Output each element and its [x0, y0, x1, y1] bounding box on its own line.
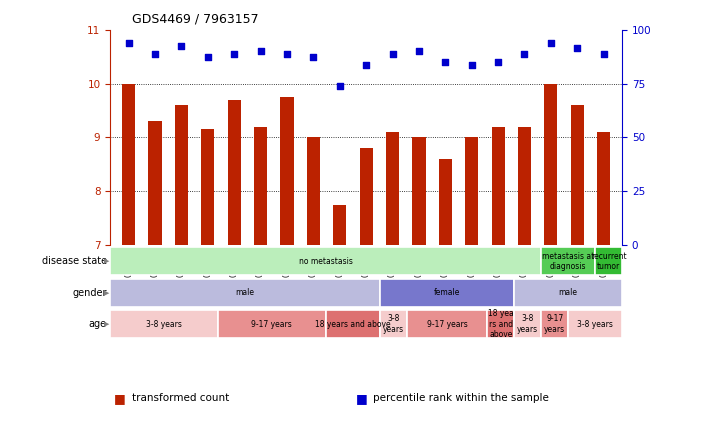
Bar: [110, 247, 541, 275]
Point: [598, 50, 609, 57]
Bar: [465, 137, 479, 245]
Bar: [571, 105, 584, 245]
Text: ■: ■: [356, 392, 368, 405]
Text: recurrent
tumor: recurrent tumor: [591, 252, 626, 271]
Text: 9-17
years: 9-17 years: [544, 314, 565, 334]
Text: ▶: ▶: [104, 258, 109, 264]
Bar: [380, 279, 514, 307]
Text: 18 yea
rs and
above: 18 yea rs and above: [488, 309, 514, 339]
Bar: [514, 310, 541, 338]
Bar: [254, 127, 267, 245]
Bar: [218, 310, 326, 338]
Text: transformed count: transformed count: [132, 393, 229, 404]
Bar: [518, 127, 531, 245]
Bar: [541, 247, 595, 275]
Text: ■: ■: [114, 392, 126, 405]
Bar: [386, 132, 399, 245]
Point: [202, 53, 213, 60]
Text: 18 years and above: 18 years and above: [315, 319, 390, 329]
Bar: [201, 129, 215, 245]
Point: [413, 48, 424, 55]
Point: [334, 83, 346, 90]
Bar: [568, 310, 622, 338]
Text: disease state: disease state: [41, 256, 107, 266]
Bar: [488, 310, 514, 338]
Bar: [175, 105, 188, 245]
Point: [308, 53, 319, 60]
Bar: [514, 279, 622, 307]
Bar: [360, 148, 373, 245]
Bar: [228, 100, 241, 245]
Text: male: male: [235, 288, 255, 297]
Point: [123, 40, 134, 47]
Text: GDS4469 / 7963157: GDS4469 / 7963157: [132, 12, 258, 25]
Bar: [491, 127, 505, 245]
Point: [282, 50, 293, 57]
Point: [493, 58, 504, 65]
Point: [439, 58, 451, 65]
Bar: [595, 247, 622, 275]
Text: no metastasis: no metastasis: [299, 257, 353, 266]
Text: 3-8
years: 3-8 years: [383, 314, 404, 334]
Point: [176, 42, 187, 49]
Point: [387, 50, 398, 57]
Point: [519, 50, 530, 57]
Point: [228, 50, 240, 57]
Point: [466, 61, 477, 68]
Text: gender: gender: [72, 288, 107, 298]
Bar: [149, 121, 161, 245]
Point: [360, 61, 372, 68]
Text: 3-8 years: 3-8 years: [146, 319, 182, 329]
Bar: [439, 159, 452, 245]
Text: 9-17 years: 9-17 years: [252, 319, 292, 329]
Text: female: female: [434, 288, 460, 297]
Bar: [110, 310, 218, 338]
Bar: [280, 97, 294, 245]
Bar: [380, 310, 407, 338]
Bar: [110, 279, 380, 307]
Text: ▶: ▶: [104, 321, 109, 327]
Bar: [541, 310, 568, 338]
Point: [545, 40, 557, 47]
Text: male: male: [559, 288, 578, 297]
Text: 9-17 years: 9-17 years: [427, 319, 467, 329]
Text: 3-8
years: 3-8 years: [518, 314, 538, 334]
Point: [572, 45, 583, 52]
Bar: [412, 137, 426, 245]
Bar: [333, 205, 346, 245]
Text: metastasis at
diagnosis: metastasis at diagnosis: [542, 252, 594, 271]
Bar: [306, 137, 320, 245]
Bar: [545, 84, 557, 245]
Point: [149, 50, 161, 57]
Point: [255, 48, 267, 55]
Text: ▶: ▶: [104, 290, 109, 296]
Text: age: age: [89, 319, 107, 329]
Text: percentile rank within the sample: percentile rank within the sample: [373, 393, 549, 404]
Bar: [597, 132, 610, 245]
Text: 3-8 years: 3-8 years: [577, 319, 613, 329]
Bar: [326, 310, 380, 338]
Bar: [122, 84, 135, 245]
Bar: [407, 310, 488, 338]
